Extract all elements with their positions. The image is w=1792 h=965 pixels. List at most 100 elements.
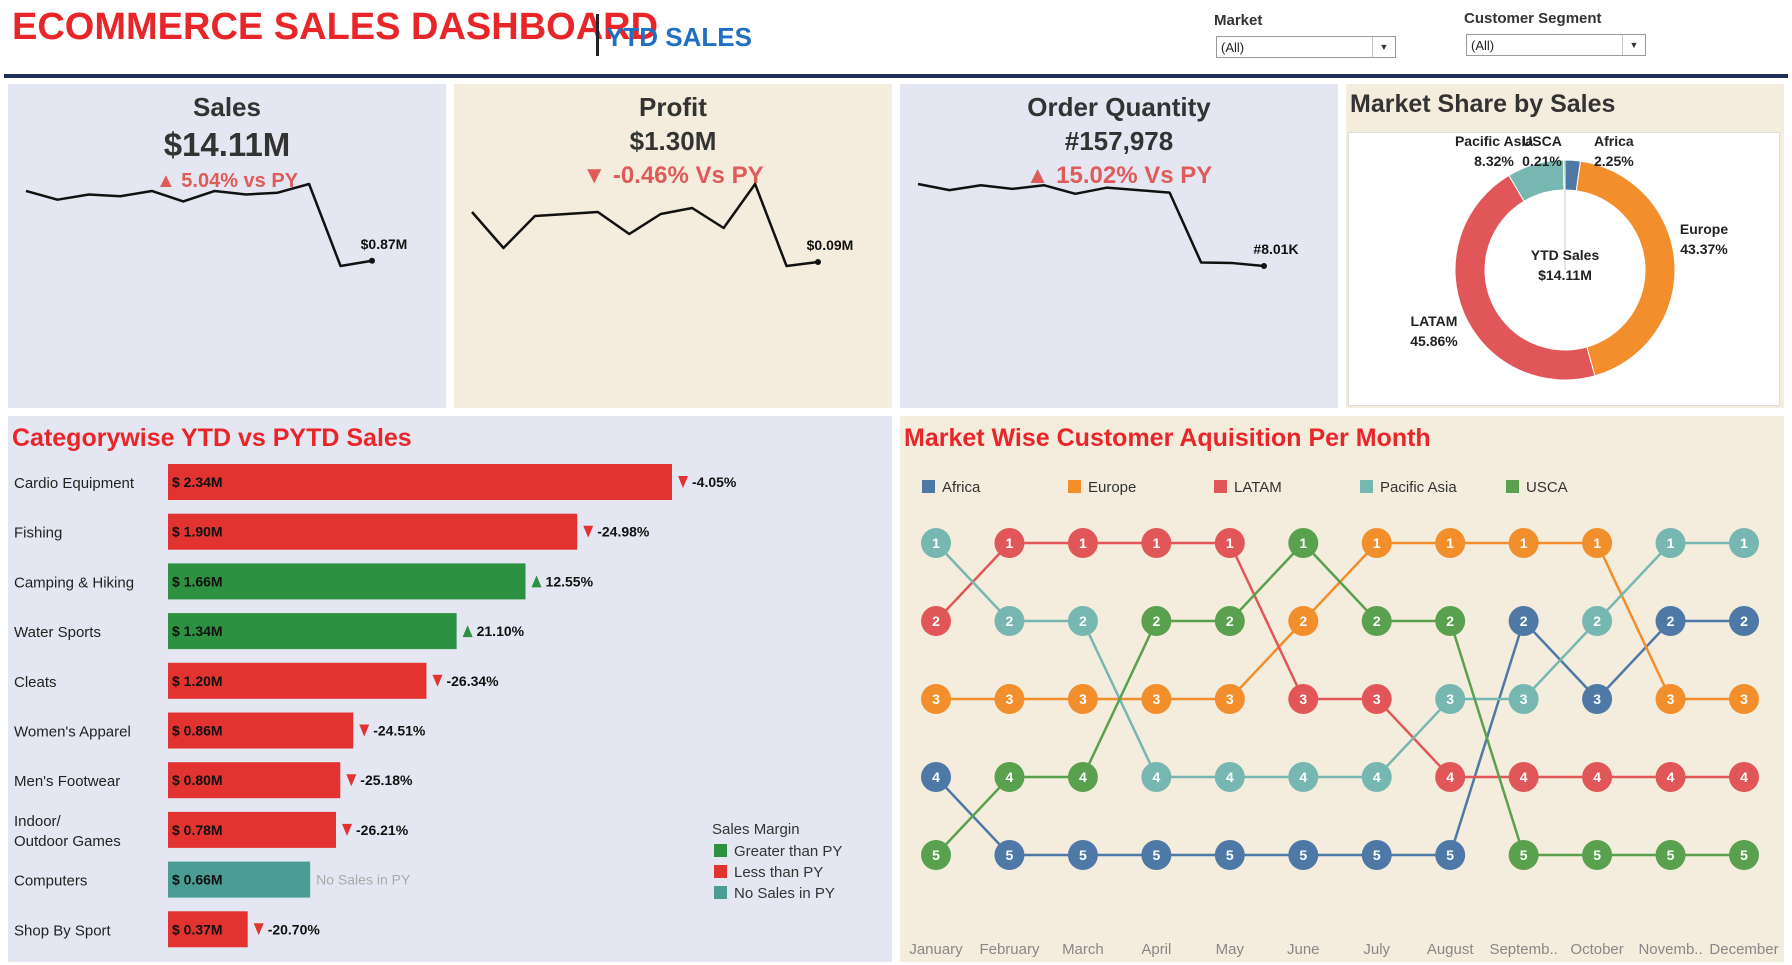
series-line-pacific-asia	[935, 541, 1744, 779]
down-triangle-icon	[583, 525, 594, 538]
category-label: Women's Apparel	[14, 724, 131, 741]
donut-label-name: USCA	[1522, 133, 1562, 149]
rank-marker	[994, 840, 1025, 870]
chevron-down-icon[interactable]: ▼	[1372, 37, 1395, 57]
rank-label: 5	[1446, 847, 1454, 863]
category-bar	[168, 662, 427, 699]
rank-marker	[1729, 606, 1759, 636]
rank-marker	[1288, 762, 1319, 792]
kpi-title: Order Quantity	[1027, 92, 1211, 122]
sparkline-path	[917, 182, 1265, 268]
kpi-title: Sales	[193, 92, 261, 122]
donut-label-name: Europe	[1680, 221, 1728, 237]
legend-swatch	[1506, 480, 1519, 493]
legend-label: No Sales in PY	[734, 885, 835, 902]
rank-label: 1	[1226, 535, 1234, 551]
sales-sparkline: $0.87M	[25, 182, 407, 268]
down-triangle-icon	[432, 674, 443, 687]
rank-marker	[1435, 840, 1466, 870]
month-tick-label: April	[1141, 941, 1171, 958]
sparkline-last-label: $0.09M	[807, 237, 854, 253]
rank-label: 2	[932, 613, 940, 629]
rank-label: 1	[1079, 535, 1087, 551]
category-label: Men's Footwear	[14, 773, 120, 790]
rank-label: 2	[1079, 613, 1087, 629]
dashboard-subtitle: YTD SALES	[606, 22, 752, 52]
rank-label: 3	[1373, 691, 1381, 707]
rank-label: 3	[1299, 691, 1307, 707]
market-share-donut: YTD Sales $14.11M Africa 2.25% Europe 43.37% L…	[1410, 133, 1728, 381]
sparkline-last-label: #8.01K	[1253, 241, 1298, 257]
donut-slice-europe	[1575, 160, 1676, 377]
rank-label: 4	[1446, 769, 1454, 785]
rank-label: 5	[1079, 847, 1087, 863]
kpi-value: $1.30M	[629, 126, 717, 156]
profit-sparkline: $0.09M	[471, 182, 854, 268]
category-sales-card: Categorywise YTD vs PYTD Sales Cardio Eq…	[8, 416, 892, 962]
legend-swatch	[714, 844, 727, 857]
up-triangle-icon	[462, 625, 473, 638]
profit-kpi-card: Profit $1.30M ▼ -0.46% Vs PY $0.09M	[454, 84, 892, 408]
bar-change-label: 12.55%	[546, 573, 594, 589]
rank-label: 3	[1006, 691, 1014, 707]
rank-label: 3	[1593, 691, 1601, 707]
rank-marker	[1729, 684, 1759, 714]
sales-kpi-card: Sales $14.11M ▲ 5.04% vs PY $0.87M	[8, 84, 446, 408]
market-filter-label: Market	[1214, 12, 1263, 29]
legend-swatch	[714, 865, 727, 878]
rank-label: 1	[932, 535, 940, 551]
rank-marker	[1067, 762, 1098, 792]
rank-label: 4	[1740, 769, 1748, 785]
rank-marker	[1067, 606, 1098, 636]
bar-change-label: -24.51%	[373, 723, 426, 739]
rank-marker	[921, 684, 951, 714]
category-label: Camping & Hiking	[14, 574, 134, 591]
legend-label: Greater than PY	[734, 843, 842, 860]
bar-value-label: $ 1.66M	[172, 573, 223, 589]
category-label: Shop By Sport	[14, 922, 112, 939]
bar-value-label: $ 0.37M	[172, 921, 223, 937]
segment-filter-dropdown[interactable]: (All) ▼	[1466, 34, 1646, 56]
kpi-delta: ▲ 15.02% Vs PY	[1025, 162, 1213, 189]
legend-label: Less than PY	[734, 864, 823, 881]
donut-label-value: 45.86%	[1410, 333, 1458, 349]
rank-marker	[1582, 528, 1613, 558]
category-label: Fishing	[14, 525, 62, 542]
donut-label-value: 8.32%	[1474, 153, 1514, 169]
rank-marker	[1288, 840, 1319, 870]
rank-label: 2	[1740, 613, 1748, 629]
rank-marker	[1655, 606, 1686, 636]
title-separator	[596, 14, 599, 56]
rank-marker	[1655, 528, 1686, 558]
series-line-africa	[935, 618, 1744, 857]
down-triangle-icon	[359, 724, 370, 737]
up-triangle-icon	[531, 575, 542, 588]
down-triangle-icon	[253, 923, 264, 936]
category-label: Water Sports	[14, 624, 101, 641]
rank-marker	[1655, 684, 1686, 714]
rank-label: 5	[932, 847, 940, 863]
month-tick-label: Novemb..	[1638, 941, 1702, 958]
legend-label: Europe	[1088, 479, 1136, 496]
bar-change-label: -26.34%	[446, 673, 499, 689]
donut-label-name: Africa	[1594, 133, 1634, 149]
rank-label: 3	[1079, 691, 1087, 707]
market-filter-dropdown[interactable]: (All) ▼	[1216, 36, 1396, 58]
category-bar	[168, 464, 672, 500]
rank-marker	[1361, 762, 1392, 792]
rank-marker	[1141, 840, 1172, 870]
legend-label: Pacific Asia	[1380, 479, 1457, 496]
bar-value-label: $ 1.34M	[172, 623, 223, 639]
donut-label-value: 0.21%	[1522, 153, 1562, 169]
rank-label: 1	[1152, 535, 1160, 551]
rank-marker	[921, 528, 951, 558]
rank-label: 3	[1667, 691, 1675, 707]
segment-filter-label: Customer Segment	[1464, 10, 1602, 27]
legend-swatch	[1360, 480, 1373, 493]
category-bar	[168, 911, 248, 948]
rank-label: 2	[1593, 613, 1601, 629]
donut-slice-latam	[1454, 174, 1596, 381]
sparkline-last-point	[1261, 263, 1267, 269]
rank-label: 1	[1667, 535, 1675, 551]
chevron-down-icon[interactable]: ▼	[1622, 35, 1645, 55]
